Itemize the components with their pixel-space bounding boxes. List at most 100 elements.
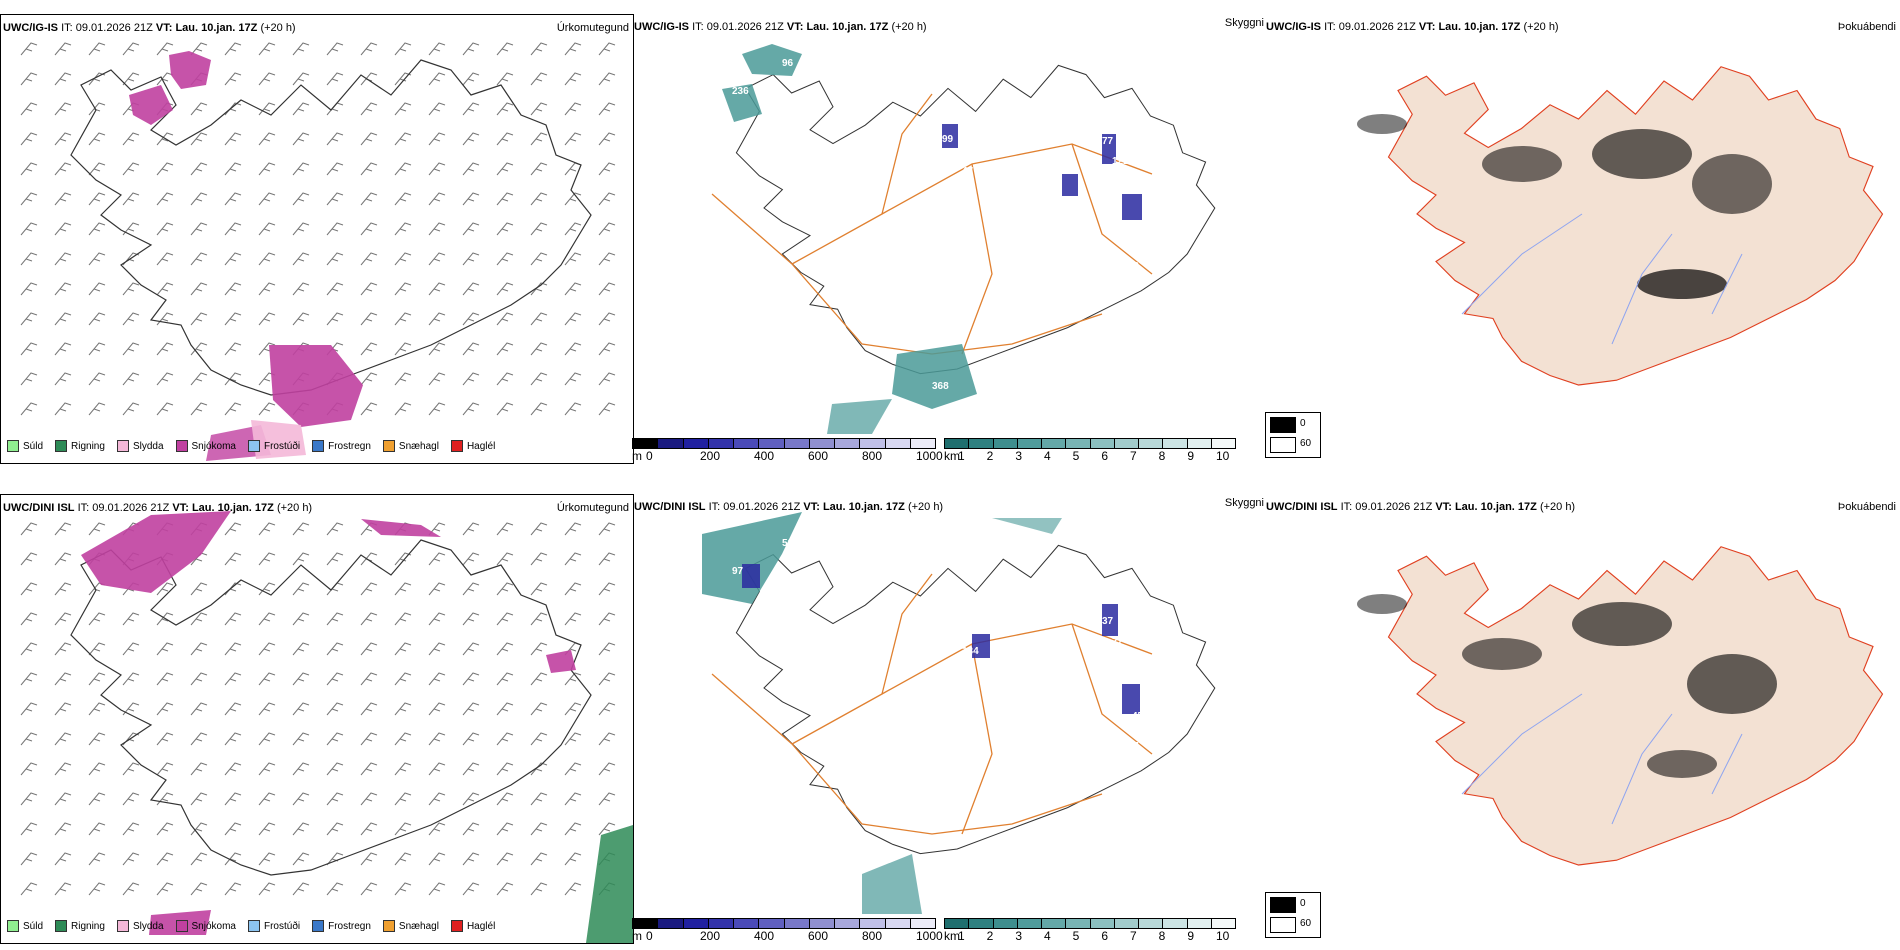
wind-barb [530,792,548,806]
wind-barb [564,72,582,86]
wind-barb [326,282,344,296]
rivers [1461,693,1743,825]
river [1611,233,1673,345]
wind-barb [292,702,310,716]
precip-legend-label: Frostregn [328,440,371,452]
fog-legend-bottom: 0 60 [1265,892,1321,938]
wind-barb [530,762,548,776]
wind-barb [88,192,106,206]
wind-barb [20,342,38,356]
wind-barb [88,42,106,56]
wind-barb [598,162,616,176]
wind-barb [122,792,140,806]
precip-title: Úrkomutegund [556,502,629,514]
colorbar-swatch [633,919,659,928]
wind-barb [54,402,72,416]
wind-barb [394,342,412,356]
wind-barb [394,162,412,176]
wind-barb [530,522,548,536]
lead-time: (+20 h) [276,502,313,514]
iceland-coastline [70,59,592,396]
fog-legend-label: 60 [1300,438,1312,449]
wind-barb [292,72,310,86]
wind-barb [598,792,616,806]
wind-barb [428,132,446,146]
wind-barb [20,132,38,146]
it-label: IT: [61,22,73,34]
wind-barb [54,372,72,386]
fog-legend-label: 0 [1300,418,1306,429]
colorbar-swatch [633,439,659,448]
precip-title: Úrkomutegund [556,22,629,34]
wind-barb [224,522,242,536]
precip-legend-label: Snæhagl [398,440,439,452]
vt-label: VT: [1418,21,1436,33]
wind-barb [360,582,378,596]
wind-barb [496,162,514,176]
wind-barb [122,642,140,656]
wind-barb [224,672,242,686]
wind-barb [360,132,378,146]
wind-barb [122,702,140,716]
top-precip-map [20,42,616,461]
wind-barb [122,852,140,866]
wind-barb [598,312,616,326]
model-name: UWC/DINI ISL [634,501,706,513]
visibility-value: 121 [1062,206,1079,217]
low-visibility-area-northwest [742,44,802,76]
lead-time: (+20 h) [907,501,944,513]
wind-barb [20,852,38,866]
wind-barb [462,402,480,416]
low-visibility-area-westfjords [722,84,762,122]
precip-legend-item: Rigning [55,440,105,452]
fog-title: Þokuábendi [1837,21,1896,33]
visibility-value: 158 [1062,686,1079,697]
road [711,193,1103,355]
precip-legend-swatch [450,440,463,452]
iceland-coastline [70,539,592,876]
colorbar-swatch [734,439,760,448]
colorbar-tick: 8 [1158,929,1166,943]
wind-barb [598,132,616,146]
wind-barb [360,822,378,836]
bottom-fog-map [1357,546,1884,866]
wind-barb [190,792,208,806]
wind-barb [156,252,174,266]
wind-barb [20,252,38,266]
precip-legend-item: Frostregn [312,440,371,452]
wind-barb [462,372,480,386]
wind-barb [54,192,72,206]
wind-barb [88,792,106,806]
wind-barb [190,642,208,656]
colorbar-swatch [1163,439,1188,448]
wind-barb [88,132,106,146]
wind-barb [88,372,106,386]
snow-area-westfjords [81,511,231,593]
wind-barb [54,642,72,656]
wind-barb [598,372,616,386]
visibility-value: 138 [1122,261,1139,272]
wind-barb [54,342,72,356]
wind-barb [88,522,106,536]
wind-barb [122,282,140,296]
wind-barb [224,582,242,596]
colorbar-tick: 600 [808,449,829,463]
wind-barb [326,192,344,206]
wind-barb [326,42,344,56]
road-network [711,573,1153,835]
precip-legend-label: Slydda [132,920,164,932]
wind-barb [530,372,548,386]
colorbar-swatches [944,438,1236,449]
wind-barb [428,192,446,206]
wind-barb [462,222,480,236]
wind-barb [496,222,514,236]
wind-barb [156,582,174,596]
wind-barb [598,342,616,356]
wind-barb [530,612,548,626]
colorbar-tick: 6 [1101,449,1109,463]
wind-barb [462,342,480,356]
wind-barb [428,762,446,776]
wind-barb [190,162,208,176]
rain-area-southeast [586,825,633,943]
wind-barb [360,42,378,56]
